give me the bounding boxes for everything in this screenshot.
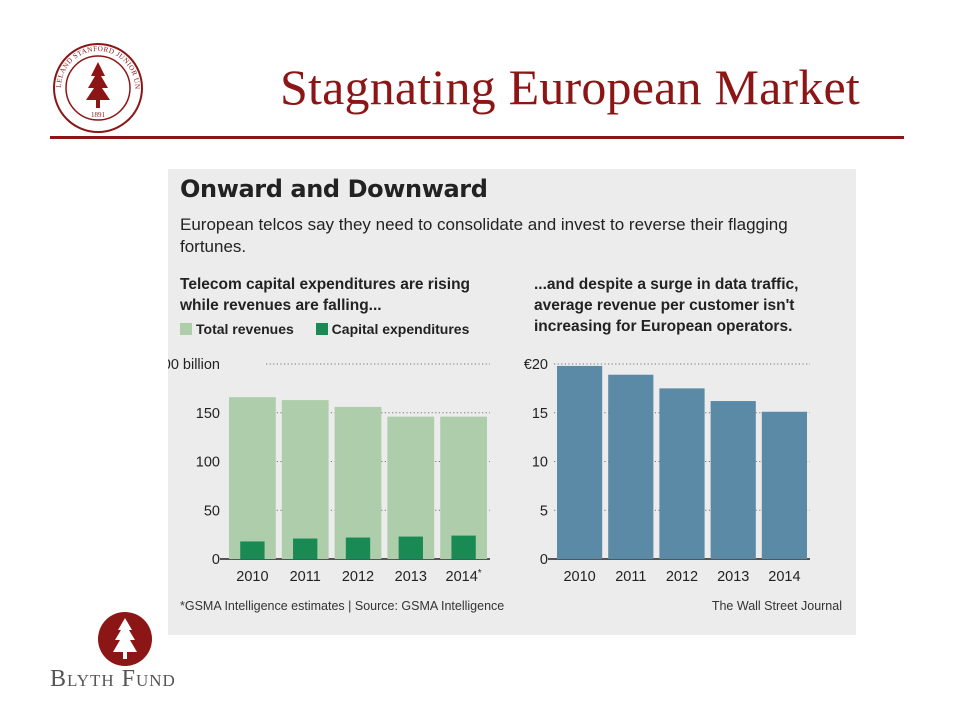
- left-chart-title: Telecom capital expenditures are rising …: [180, 276, 471, 314]
- bar-capex: [345, 537, 371, 559]
- bar-capex: [451, 535, 476, 559]
- bar-arpu: [710, 401, 756, 559]
- y-tick-label: 100: [196, 455, 220, 471]
- charts-canvas: €200 billion1501005002010201120122013201…: [168, 357, 810, 585]
- source-footnote: *GSMA Intelligence estimates | Source: G…: [180, 599, 505, 613]
- bar-capex: [240, 541, 265, 559]
- bar-arpu: [557, 365, 603, 559]
- y-tick-label: €20: [524, 357, 548, 373]
- left-chart-legend: Total revenues Capital expenditures: [180, 321, 487, 337]
- legend-item-capex: Capital expenditures: [315, 321, 470, 337]
- blyth-fund-tree-icon: [98, 612, 152, 666]
- y-tick-label: 50: [204, 503, 220, 519]
- bar-capex: [398, 536, 423, 559]
- x-tick-label: 2013: [717, 569, 749, 585]
- legend-label-capex: Capital expenditures: [331, 321, 470, 337]
- slide-title: Stagnating European Market: [280, 59, 861, 115]
- stanford-seal-logo: LELAND STANFORD JUNIOR UNIVERSITY 1891: [52, 42, 143, 133]
- publisher-credit: The Wall Street Journal: [711, 599, 842, 613]
- bar-arpu: [608, 374, 654, 559]
- y-tick-label: €200 billion: [168, 357, 220, 373]
- y-tick-label: 150: [196, 406, 220, 422]
- y-tick-label: 0: [212, 552, 220, 568]
- bar-revenue: [229, 397, 276, 559]
- bar-revenue: [440, 416, 487, 559]
- legend-swatch-capex: [315, 323, 328, 335]
- y-tick-label: 15: [532, 406, 548, 422]
- x-tick-label: 2013: [395, 569, 427, 585]
- x-tick-label: 2014: [768, 569, 800, 585]
- x-tick-label: 2010: [563, 569, 595, 585]
- stanford-tree-seal-icon: [86, 62, 110, 108]
- y-tick-label: 5: [540, 503, 548, 519]
- x-tick-label: 2014*: [446, 568, 482, 585]
- panel-headline: Onward and Downward: [180, 175, 488, 203]
- x-tick-label: 2011: [290, 569, 321, 585]
- bar-arpu: [761, 411, 807, 559]
- x-tick-label: 2012: [342, 569, 374, 585]
- legend-swatch-revenues: [180, 323, 192, 335]
- bar-revenue: [334, 406, 382, 559]
- fund-name: Blyth Fund: [50, 666, 176, 692]
- panel-deck: European telcos say they need to consoli…: [180, 215, 788, 256]
- x-tick-label: 2011: [615, 569, 646, 585]
- bar-capex: [293, 538, 318, 559]
- y-tick-label: 10: [532, 455, 548, 471]
- y-tick-label: 0: [540, 552, 548, 568]
- seal-year: 1891: [91, 111, 106, 119]
- right-chart-title: ...and despite a surge in data traffic, …: [534, 276, 799, 335]
- bar-arpu: [659, 388, 705, 559]
- x-tick-label: 2010: [236, 569, 268, 585]
- chart-panel: Onward and Downward European telcos say …: [168, 169, 856, 635]
- legend-item-revenues: Total revenues: [180, 321, 294, 337]
- legend-label-revenues: Total revenues: [196, 321, 294, 337]
- bar-revenue: [387, 416, 435, 559]
- bar-revenue: [281, 400, 329, 559]
- title-divider: [50, 136, 904, 139]
- x-tick-label: 2012: [666, 569, 698, 585]
